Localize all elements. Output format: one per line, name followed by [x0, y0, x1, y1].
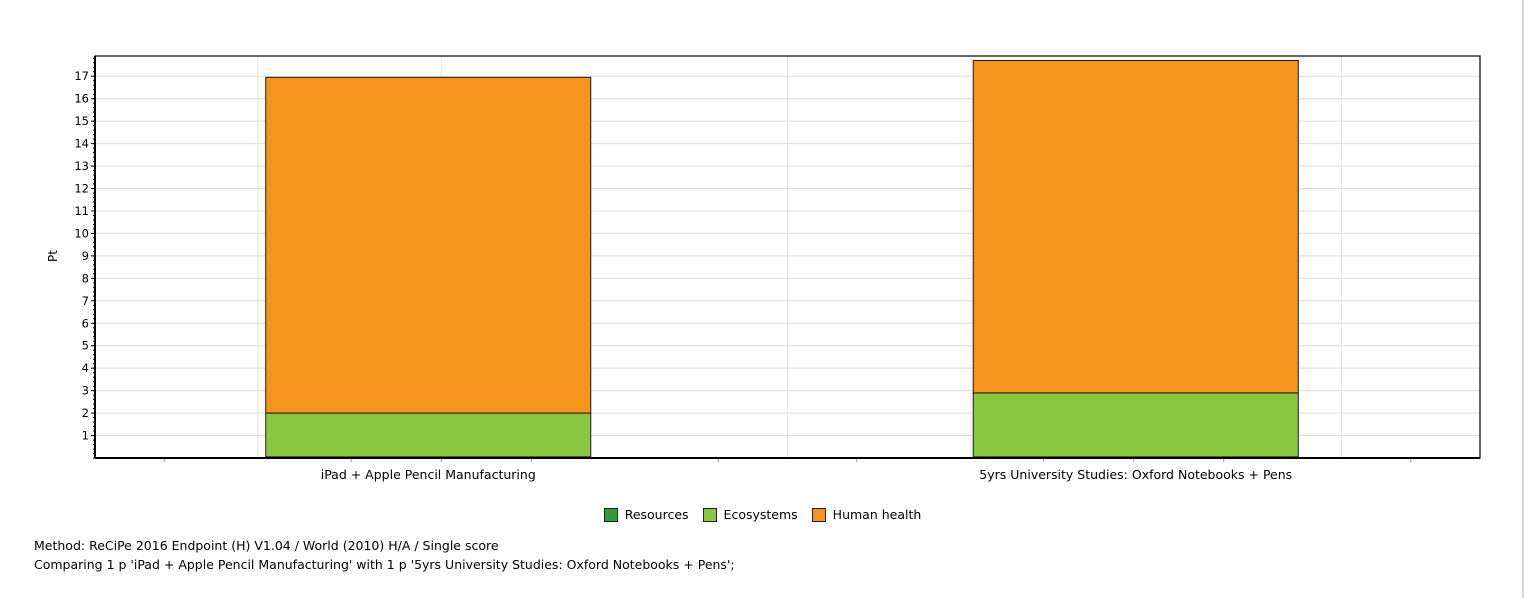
bar-segment-ecosystems	[972, 392, 1299, 458]
bar-segment-ecosystems	[265, 412, 592, 458]
legend-label-human-health: Human health	[832, 507, 922, 522]
method-text: Method: ReCiPe 2016 Endpoint (H) V1.04 /…	[34, 538, 499, 553]
legend-swatch-ecosystems	[702, 507, 717, 522]
y-tick-label: 6	[82, 316, 89, 330]
y-tick-label: 4	[82, 361, 89, 375]
legend-item-resources: Resources	[603, 507, 689, 522]
y-tick-label: 15	[74, 114, 89, 128]
y-tick-label: 8	[82, 271, 89, 285]
y-axis-label: Pt	[46, 250, 60, 262]
y-tick-label: 5	[82, 339, 89, 353]
y-tick-label: 3	[82, 384, 89, 398]
legend-item-human-health: Human health	[811, 507, 922, 522]
y-tick-label: 16	[74, 92, 89, 106]
legend-item-ecosystems: Ecosystems	[702, 507, 798, 522]
bar-segment-human-health	[972, 59, 1299, 394]
legend: Resources Ecosystems Human health	[0, 507, 1525, 522]
x-category-label: iPad + Apple Pencil Manufacturing	[321, 467, 536, 482]
window-border	[1522, 0, 1524, 598]
y-tick-label: 10	[74, 226, 89, 240]
legend-label-ecosystems: Ecosystems	[723, 507, 798, 522]
legend-swatch-human-health	[811, 507, 826, 522]
x-category-label: 5yrs University Studies: Oxford Notebook…	[979, 467, 1292, 482]
y-tick-label: 1	[82, 429, 89, 443]
y-tick-label: 13	[74, 159, 89, 173]
y-tick-label: 17	[74, 69, 89, 83]
legend-label-resources: Resources	[624, 507, 689, 522]
bar-segment-human-health	[265, 76, 592, 414]
legend-swatch-resources	[603, 507, 618, 522]
y-tick-label: 14	[74, 137, 89, 151]
y-tick-label: 2	[82, 406, 89, 420]
y-tick-label: 11	[74, 204, 89, 218]
comparison-text: Comparing 1 p 'iPad + Apple Pencil Manuf…	[34, 557, 735, 572]
y-tick-label: 7	[82, 294, 89, 308]
y-tick-label: 12	[74, 182, 89, 196]
y-tick-label: 9	[82, 249, 89, 263]
footer: Method: ReCiPe 2016 Endpoint (H) V1.04 /…	[34, 536, 735, 574]
